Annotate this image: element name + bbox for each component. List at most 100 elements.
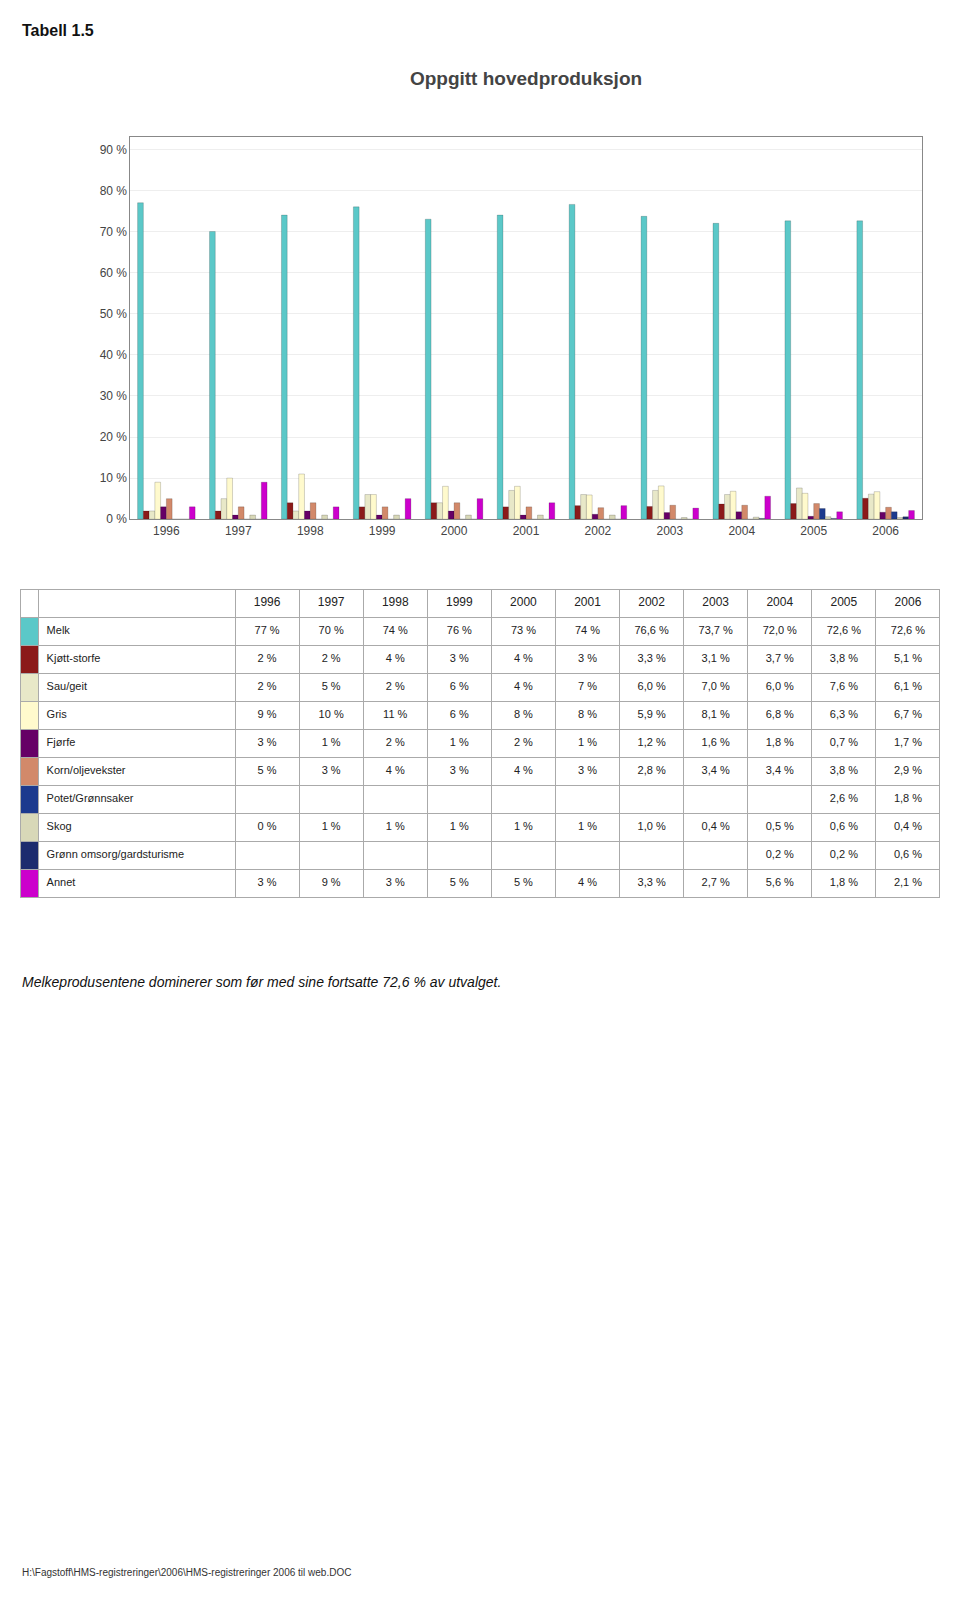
svg-text:3 %: 3 % xyxy=(322,764,341,776)
svg-text:10 %: 10 % xyxy=(100,471,128,485)
svg-text:3,7 %: 3,7 % xyxy=(766,652,794,664)
svg-text:6 %: 6 % xyxy=(450,680,469,692)
svg-text:60 %: 60 % xyxy=(100,266,128,280)
svg-text:Kjøtt-storfe: Kjøtt-storfe xyxy=(47,652,101,664)
svg-text:2005: 2005 xyxy=(800,524,827,538)
svg-text:0,2 %: 0,2 % xyxy=(766,848,794,860)
svg-text:0 %: 0 % xyxy=(258,820,277,832)
svg-text:1,8 %: 1,8 % xyxy=(766,736,794,748)
svg-text:3,1 %: 3,1 % xyxy=(702,652,730,664)
svg-text:2002: 2002 xyxy=(585,524,612,538)
svg-text:5 %: 5 % xyxy=(514,876,533,888)
svg-text:2 %: 2 % xyxy=(514,736,533,748)
svg-text:3,4 %: 3,4 % xyxy=(702,764,730,776)
svg-text:2 %: 2 % xyxy=(258,680,277,692)
svg-text:2,9 %: 2,9 % xyxy=(894,764,922,776)
svg-text:1 %: 1 % xyxy=(514,820,533,832)
svg-text:5,9 %: 5,9 % xyxy=(638,708,666,720)
svg-text:5,6 %: 5,6 % xyxy=(766,876,794,888)
svg-text:3 %: 3 % xyxy=(578,652,597,664)
svg-text:0,2 %: 0,2 % xyxy=(830,848,858,860)
svg-text:9 %: 9 % xyxy=(322,876,341,888)
svg-text:0 %: 0 % xyxy=(106,512,127,526)
svg-text:1,6 %: 1,6 % xyxy=(702,736,730,748)
svg-text:2,1 %: 2,1 % xyxy=(894,876,922,888)
svg-text:3,8 %: 3,8 % xyxy=(830,764,858,776)
svg-text:5 %: 5 % xyxy=(450,876,469,888)
svg-text:76,6 %: 76,6 % xyxy=(634,624,668,636)
svg-text:3 %: 3 % xyxy=(258,736,277,748)
svg-text:3,8 %: 3,8 % xyxy=(830,652,858,664)
svg-text:1997: 1997 xyxy=(225,524,252,538)
svg-text:2 %: 2 % xyxy=(386,736,405,748)
svg-text:Gris: Gris xyxy=(47,708,68,720)
svg-text:50 %: 50 % xyxy=(100,307,128,321)
svg-text:1 %: 1 % xyxy=(450,820,469,832)
svg-text:2004: 2004 xyxy=(766,595,793,609)
svg-text:6,3 %: 6,3 % xyxy=(830,708,858,720)
svg-text:6,0 %: 6,0 % xyxy=(766,680,794,692)
svg-text:77 %: 77 % xyxy=(255,624,280,636)
svg-text:2001: 2001 xyxy=(513,524,540,538)
svg-text:6,0 %: 6,0 % xyxy=(638,680,666,692)
svg-text:5 %: 5 % xyxy=(322,680,341,692)
svg-text:3 %: 3 % xyxy=(450,652,469,664)
svg-text:72,6 %: 72,6 % xyxy=(827,624,861,636)
svg-text:1 %: 1 % xyxy=(450,736,469,748)
svg-text:80 %: 80 % xyxy=(100,184,128,198)
svg-text:73 %: 73 % xyxy=(511,624,536,636)
svg-text:3 %: 3 % xyxy=(450,764,469,776)
svg-text:4 %: 4 % xyxy=(514,680,533,692)
svg-text:9 %: 9 % xyxy=(258,708,277,720)
svg-text:7,0 %: 7,0 % xyxy=(702,680,730,692)
svg-text:2004: 2004 xyxy=(728,524,755,538)
svg-text:2005: 2005 xyxy=(831,595,858,609)
svg-text:6,1 %: 6,1 % xyxy=(894,680,922,692)
svg-text:0,5 %: 0,5 % xyxy=(766,820,794,832)
svg-text:Tabell 1.5: Tabell 1.5 xyxy=(22,22,94,39)
svg-text:2,8 %: 2,8 % xyxy=(638,764,666,776)
svg-text:Annet: Annet xyxy=(47,876,76,888)
svg-text:2006: 2006 xyxy=(895,595,922,609)
svg-text:6,8 %: 6,8 % xyxy=(766,708,794,720)
svg-text:1 %: 1 % xyxy=(322,736,341,748)
svg-text:1999: 1999 xyxy=(369,524,396,538)
svg-text:72,0 %: 72,0 % xyxy=(763,624,797,636)
svg-text:7 %: 7 % xyxy=(578,680,597,692)
svg-text:2 %: 2 % xyxy=(386,680,405,692)
svg-text:2003: 2003 xyxy=(656,524,683,538)
svg-text:4 %: 4 % xyxy=(578,876,597,888)
svg-text:2,6 %: 2,6 % xyxy=(830,792,858,804)
svg-text:0,6 %: 0,6 % xyxy=(894,848,922,860)
svg-text:2000: 2000 xyxy=(510,595,537,609)
svg-text:5,1 %: 5,1 % xyxy=(894,652,922,664)
svg-text:4 %: 4 % xyxy=(514,652,533,664)
svg-text:2 %: 2 % xyxy=(322,652,341,664)
svg-text:1,0 %: 1,0 % xyxy=(638,820,666,832)
svg-text:30 %: 30 % xyxy=(100,389,128,403)
svg-text:10 %: 10 % xyxy=(319,708,344,720)
svg-text:7,6 %: 7,6 % xyxy=(830,680,858,692)
svg-text:0,6 %: 0,6 % xyxy=(830,820,858,832)
svg-text:1998: 1998 xyxy=(297,524,324,538)
svg-text:1 %: 1 % xyxy=(386,820,405,832)
svg-text:1,7 %: 1,7 % xyxy=(894,736,922,748)
svg-text:Sau/geit: Sau/geit xyxy=(47,680,87,692)
svg-text:Skog: Skog xyxy=(47,820,72,832)
svg-text:3 %: 3 % xyxy=(578,764,597,776)
svg-text:70 %: 70 % xyxy=(100,225,128,239)
svg-text:1999: 1999 xyxy=(446,595,473,609)
svg-text:20 %: 20 % xyxy=(100,430,128,444)
svg-text:11 %: 11 % xyxy=(383,708,407,720)
svg-text:2006: 2006 xyxy=(872,524,899,538)
svg-text:2,7 %: 2,7 % xyxy=(702,876,730,888)
svg-text:Korn/oljevekster: Korn/oljevekster xyxy=(47,764,126,776)
svg-text:76 %: 76 % xyxy=(447,624,472,636)
svg-text:90 %: 90 % xyxy=(100,143,128,157)
svg-text:Potet/Grønnsaker: Potet/Grønnsaker xyxy=(47,792,134,804)
svg-text:2003: 2003 xyxy=(702,595,729,609)
svg-text:Grønn omsorg/gardsturisme: Grønn omsorg/gardsturisme xyxy=(47,848,185,860)
svg-text:1 %: 1 % xyxy=(578,736,597,748)
svg-text:1997: 1997 xyxy=(318,595,345,609)
svg-text:73,7 %: 73,7 % xyxy=(699,624,733,636)
